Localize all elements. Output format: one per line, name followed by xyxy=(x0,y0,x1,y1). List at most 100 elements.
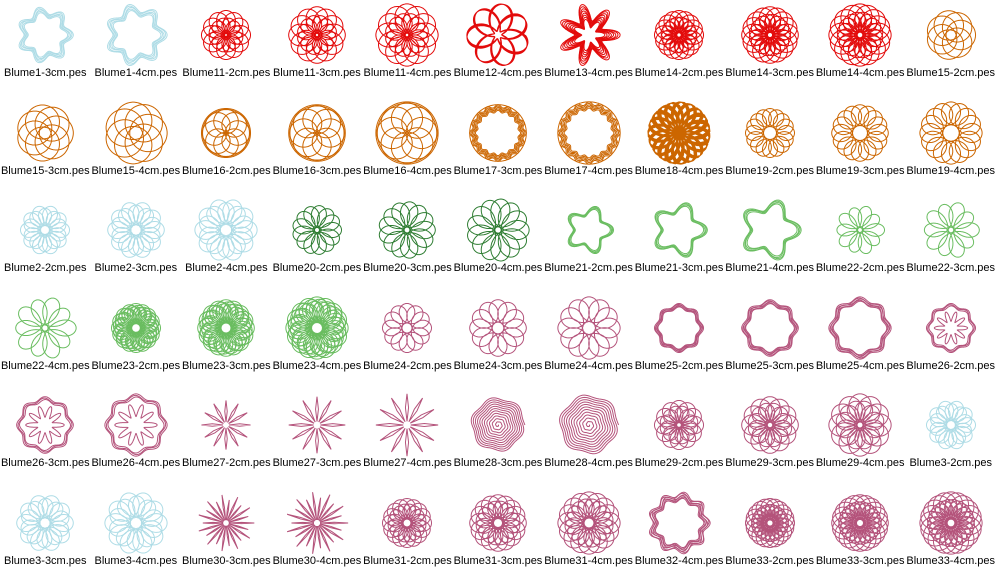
file-item[interactable]: Blume22-4cm.pes xyxy=(0,293,91,391)
file-item[interactable]: Blume25-4cm.pes xyxy=(815,293,906,391)
file-item[interactable]: Blume32-4cm.pes xyxy=(634,488,725,585)
file-item[interactable]: Blume29-2cm.pes xyxy=(634,390,725,488)
file-item[interactable]: Blume28-4cm.pes xyxy=(543,390,634,488)
pattern-thumbnail xyxy=(815,198,906,262)
file-item[interactable]: Blume25-2cm.pes xyxy=(634,293,725,391)
flower-pattern-drawing xyxy=(653,399,705,451)
pattern-thumbnail xyxy=(272,491,363,555)
file-item[interactable]: Blume20-2cm.pes xyxy=(272,195,363,293)
file-item[interactable]: Blume33-2cm.pes xyxy=(724,488,815,585)
file-item[interactable]: Blume31-4cm.pes xyxy=(543,488,634,585)
file-item[interactable]: Blume27-3cm.pes xyxy=(272,390,363,488)
pattern-thumbnail xyxy=(905,296,996,360)
file-item[interactable]: Blume20-4cm.pes xyxy=(453,195,544,293)
file-item[interactable]: Blume24-2cm.pes xyxy=(362,293,453,391)
file-item[interactable]: Blume24-3cm.pes xyxy=(453,293,544,391)
file-item[interactable]: Blume31-2cm.pes xyxy=(362,488,453,585)
file-item[interactable]: Blume15-3cm.pes xyxy=(0,98,91,196)
file-item[interactable]: Blume11-4cm.pes xyxy=(362,0,453,98)
pattern-thumbnail xyxy=(272,3,363,67)
file-item[interactable]: Blume24-4cm.pes xyxy=(543,293,634,391)
file-item[interactable]: Blume23-2cm.pes xyxy=(91,293,182,391)
file-item[interactable]: Blume16-2cm.pes xyxy=(181,98,272,196)
file-item[interactable]: Blume16-4cm.pes xyxy=(362,98,453,196)
flower-pattern-drawing xyxy=(556,490,622,556)
file-item[interactable]: Blume11-2cm.pes xyxy=(181,0,272,98)
file-item[interactable]: Blume19-3cm.pes xyxy=(815,98,906,196)
flower-pattern-drawing xyxy=(106,200,166,260)
file-item[interactable]: Blume11-3cm.pes xyxy=(272,0,363,98)
pattern-thumbnail xyxy=(272,101,363,165)
file-item[interactable]: Blume21-4cm.pes xyxy=(724,195,815,293)
file-name: Blume12-4cm.pes xyxy=(453,67,543,79)
flower-pattern-drawing xyxy=(646,100,712,166)
file-name: Blume3-2cm.pes xyxy=(909,457,992,469)
file-item[interactable]: Blume29-3cm.pes xyxy=(724,390,815,488)
file-item[interactable]: Blume31-3cm.pes xyxy=(453,488,544,585)
file-item[interactable]: Blume27-2cm.pes xyxy=(181,390,272,488)
pattern-thumbnail xyxy=(91,296,182,360)
file-item[interactable]: Blume23-3cm.pes xyxy=(181,293,272,391)
pattern-thumbnail xyxy=(0,491,91,555)
file-item[interactable]: Blume25-3cm.pes xyxy=(724,293,815,391)
pattern-thumbnail xyxy=(453,393,544,457)
file-item[interactable]: Blume3-3cm.pes xyxy=(0,488,91,585)
pattern-thumbnail xyxy=(634,491,725,555)
file-item[interactable]: Blume3-2cm.pes xyxy=(905,390,996,488)
flower-pattern-drawing xyxy=(556,100,622,166)
file-item[interactable]: Blume15-2cm.pes xyxy=(905,0,996,98)
flower-pattern-drawing xyxy=(15,395,75,455)
file-item[interactable]: Blume14-3cm.pes xyxy=(724,0,815,98)
file-item[interactable]: Blume2-3cm.pes xyxy=(91,195,182,293)
file-item[interactable]: Blume2-4cm.pes xyxy=(181,195,272,293)
file-item[interactable]: Blume2-2cm.pes xyxy=(0,195,91,293)
file-item[interactable]: Blume28-3cm.pes xyxy=(453,390,544,488)
file-item[interactable]: Blume1-4cm.pes xyxy=(91,0,182,98)
file-item[interactable]: Blume19-4cm.pes xyxy=(905,98,996,196)
file-name: Blume23-3cm.pes xyxy=(182,359,271,372)
pattern-thumbnail xyxy=(362,101,453,165)
file-item[interactable]: Blume17-3cm.pes xyxy=(453,98,544,196)
flower-pattern-drawing xyxy=(103,100,169,166)
flower-pattern-drawing xyxy=(556,2,622,68)
pattern-thumbnail xyxy=(181,491,272,555)
file-item[interactable]: Blume16-3cm.pes xyxy=(272,98,363,196)
file-item[interactable]: Blume14-2cm.pes xyxy=(634,0,725,98)
file-item[interactable]: Blume30-4cm.pes xyxy=(272,488,363,585)
flower-pattern-drawing xyxy=(646,490,712,556)
file-item[interactable]: Blume21-2cm.pes xyxy=(543,195,634,293)
file-item[interactable]: Blume26-3cm.pes xyxy=(0,390,91,488)
file-item[interactable]: Blume14-4cm.pes xyxy=(815,0,906,98)
file-item[interactable]: Blume29-4cm.pes xyxy=(815,390,906,488)
file-item[interactable]: Blume27-4cm.pes xyxy=(362,390,453,488)
flower-pattern-drawing xyxy=(649,200,709,260)
file-item[interactable]: Blume22-2cm.pes xyxy=(815,195,906,293)
file-item[interactable]: Blume33-3cm.pes xyxy=(815,488,906,585)
file-item[interactable]: Blume13-4cm.pes xyxy=(543,0,634,98)
file-item[interactable]: Blume20-3cm.pes xyxy=(362,195,453,293)
flower-pattern-drawing xyxy=(827,392,893,458)
file-item[interactable]: Blume19-2cm.pes xyxy=(724,98,815,196)
file-item[interactable]: Blume26-4cm.pes xyxy=(91,390,182,488)
file-item[interactable]: Blume15-4cm.pes xyxy=(91,98,182,196)
pattern-thumbnail xyxy=(543,296,634,360)
file-item[interactable]: Blume18-4cm.pes xyxy=(634,98,725,196)
pattern-thumbnail xyxy=(453,3,544,67)
file-item[interactable]: Blume17-4cm.pes xyxy=(543,98,634,196)
file-item[interactable]: Blume23-4cm.pes xyxy=(272,293,363,391)
file-item[interactable]: Blume21-3cm.pes xyxy=(634,195,725,293)
file-item[interactable]: Blume1-3cm.pes xyxy=(0,0,91,98)
file-name: Blume21-3cm.pes xyxy=(634,262,724,274)
pattern-thumbnail xyxy=(724,198,815,262)
pattern-thumbnail xyxy=(724,491,815,555)
file-item[interactable]: Blume33-4cm.pes xyxy=(905,488,996,585)
file-item[interactable]: Blume3-4cm.pes xyxy=(91,488,182,585)
file-item[interactable]: Blume26-2cm.pes xyxy=(905,293,996,391)
flower-pattern-drawing xyxy=(465,2,531,68)
file-name: Blume29-4cm.pes xyxy=(815,457,905,469)
flower-pattern-drawing xyxy=(740,5,800,65)
file-item[interactable]: Blume12-4cm.pes xyxy=(453,0,544,98)
flower-pattern-drawing xyxy=(918,100,984,166)
file-item[interactable]: Blume22-3cm.pes xyxy=(905,195,996,293)
file-item[interactable]: Blume30-3cm.pes xyxy=(181,488,272,585)
